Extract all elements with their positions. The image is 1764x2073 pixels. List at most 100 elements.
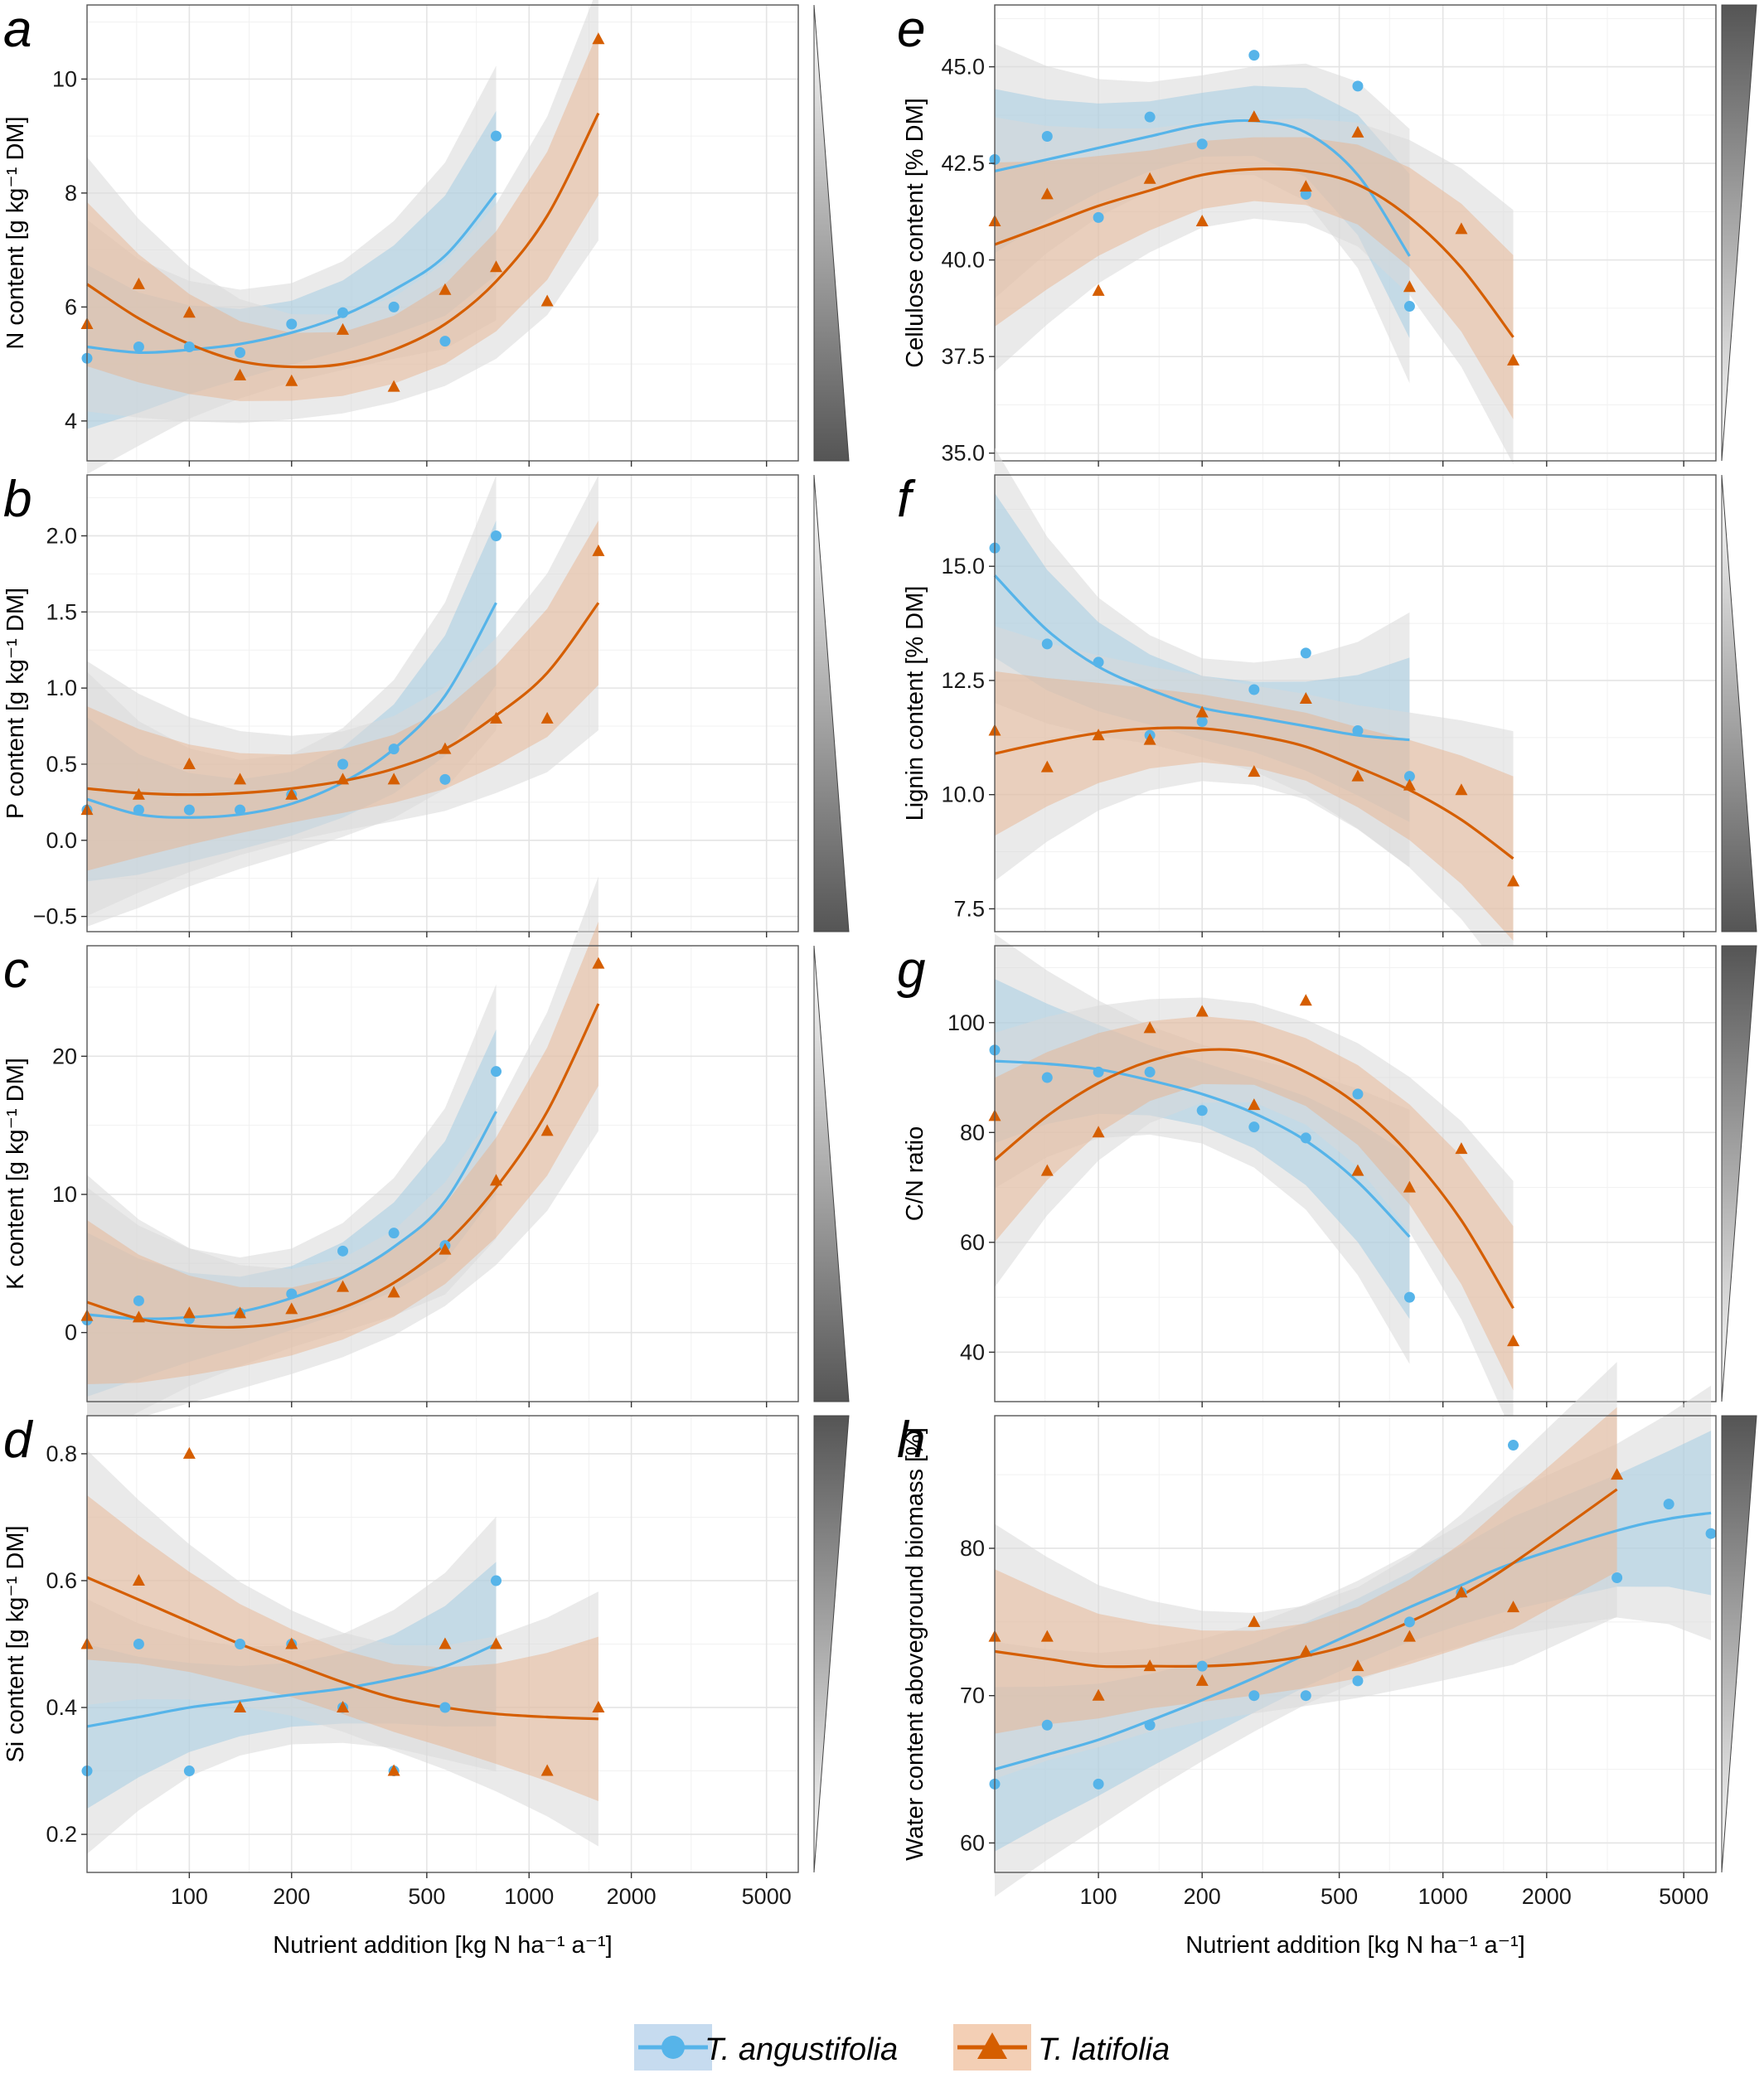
y-axis-title: Cellulose content [% DM] [902,98,928,368]
y-tick-label: 10 [52,1182,77,1207]
panel-letter: h [897,1412,925,1469]
point-angustifolia [439,1702,451,1713]
plot-frame [994,1415,1717,1873]
plot-frame [994,945,1717,1402]
point-angustifolia [1041,638,1053,650]
band-inner-latifolia [995,1015,1514,1391]
point-angustifolia [1144,1719,1156,1731]
point-angustifolia [235,346,246,358]
panel-letter: b [3,471,32,528]
point-angustifolia [1663,1499,1674,1510]
fit-line-latifolia [86,112,600,369]
fit-line-latifolia [86,1003,600,1329]
y-axis-title: Lignin content [% DM] [902,586,928,821]
point-angustifolia [183,804,195,816]
y-tick-label: 20 [52,1044,77,1068]
legend-marker-latifolia [977,2032,1007,2059]
y-axis-title: Si content [g kg⁻¹ DM] [2,1525,29,1762]
legend-label-latifolia: T. latifolia [1038,2032,1170,2067]
y-tick-label: 1.0 [46,676,77,700]
x-tick-label: 200 [273,1884,310,1909]
point-latifolia [1507,1334,1520,1347]
plot-frame [994,474,1717,932]
y-axis-title: Water content aboveground biomass [%] [902,1427,928,1861]
point-angustifolia [1300,188,1311,200]
point-angustifolia [1403,1616,1415,1628]
point-angustifolia [133,341,144,352]
panel-letter: d [3,1412,34,1469]
point-angustifolia [1352,1088,1364,1100]
point-angustifolia [1093,656,1104,668]
point-latifolia [1351,769,1364,782]
y-tick-label: 10.0 [941,782,985,807]
point-angustifolia [286,318,298,330]
x-tick-label: 500 [408,1884,445,1909]
panel-letter: c [3,942,29,999]
point-latifolia [1195,1005,1209,1017]
point-latifolia [439,283,452,295]
point-latifolia [234,1701,247,1713]
y-tick-label: 0.0 [46,828,77,853]
point-latifolia [1403,1180,1416,1193]
panel-f: 7.5 10.0 12.5 15.0 Lignin content [% DM] f [897,448,1757,986]
y-tick-label: 42.5 [941,151,985,176]
y-tick-label: 40.0 [941,248,985,273]
point-latifolia [592,32,605,45]
y-tick-label: 7.5 [953,896,985,921]
gradient-wedge [1721,945,1757,1402]
point-angustifolia [388,1228,400,1239]
point-latifolia [234,368,247,380]
x-tick-label: 2000 [1522,1884,1572,1909]
band-inner-latifolia [87,31,598,401]
point-latifolia [387,1286,400,1298]
y-tick-label: 12.5 [941,668,985,693]
point-latifolia [1143,1021,1156,1034]
fit-line-angustifolia [994,1511,1712,1771]
y-tick-label: 0.8 [46,1441,77,1466]
plot-frame [86,1415,799,1873]
panel-g: 40 60 80 100 C/N ratio g [897,933,1757,1436]
y-tick-label: 0 [65,1320,77,1345]
panels: 4 6 8 10 N content [g kg⁻¹ DM] a −0.5 0.0 0.5 1.0… [2,0,1757,1897]
point-angustifolia [1144,1066,1156,1078]
point-latifolia [337,1280,350,1292]
point-angustifolia [1403,301,1415,312]
point-latifolia [1507,874,1520,887]
panel-c: 0 10 20 K content [g kg⁻¹ DM] c [2,876,850,1442]
point-latifolia [1195,705,1209,718]
y-tick-label: 60 [960,1830,985,1855]
point-latifolia [540,1764,554,1776]
point-latifolia [490,1174,503,1186]
point-latifolia [1248,1098,1261,1111]
y-tick-label: 8 [65,181,77,206]
y-axis-title: N content [g kg⁻¹ DM] [2,116,29,349]
point-latifolia [1143,1659,1156,1672]
point-angustifolia [1611,1572,1623,1584]
y-tick-label: 0.5 [46,752,77,777]
point-angustifolia [1403,1291,1415,1303]
point-angustifolia [1352,725,1364,737]
gradient-wedge [1721,4,1757,462]
y-tick-label: 1.5 [46,599,77,624]
point-latifolia [182,1306,196,1319]
y-tick-label: 40 [960,1339,985,1364]
x-tick-label: 200 [1184,1884,1221,1909]
point-latifolia [285,787,298,800]
point-angustifolia [1300,1690,1311,1702]
point-angustifolia [1352,1675,1364,1687]
plot-frame [86,4,799,462]
fit-line-angustifolia [86,602,497,819]
fit-line-angustifolia [86,191,497,355]
panel-letter: g [897,942,925,999]
x-tick-label: 5000 [742,1884,792,1909]
legend-label-angustifolia: T. angustifolia [705,2032,898,2067]
point-angustifolia [133,804,144,816]
point-latifolia [1455,1586,1468,1598]
y-tick-label: 35.0 [941,441,985,466]
x-tick-label: 100 [1080,1884,1117,1909]
point-angustifolia [235,804,246,816]
point-angustifolia [183,1765,195,1777]
point-latifolia [1351,1659,1364,1672]
fit-line-latifolia [993,1048,1514,1310]
